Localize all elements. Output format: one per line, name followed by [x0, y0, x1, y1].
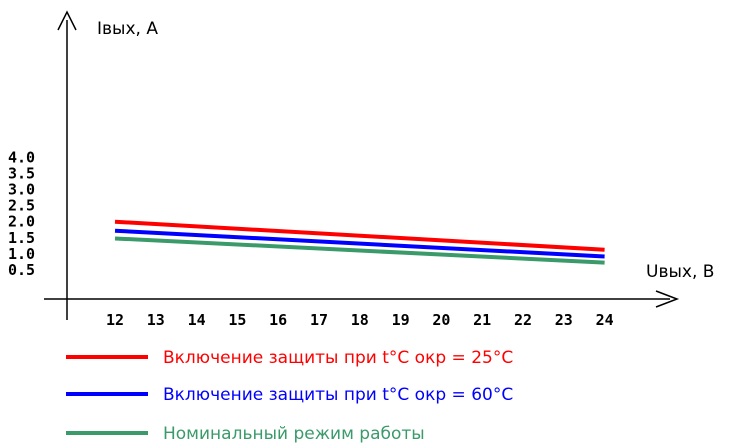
series-line-2 [114, 228, 605, 259]
x-tick-label: 21 [473, 311, 491, 329]
x-tick-label: 22 [514, 311, 532, 329]
series-line-3 [114, 236, 605, 265]
x-tick-label: 13 [147, 311, 165, 329]
x-axis-label: Uвых, В [646, 262, 714, 282]
legend: Включение защиты при t°C окр = 25°C Включ… [66, 348, 513, 443]
x-tick-label: 17 [310, 311, 328, 329]
x-tick-label: 20 [432, 311, 450, 329]
y-tick-label: 1.5 [8, 229, 35, 247]
x-tick-label: 12 [106, 311, 124, 329]
y-tick-label: 3.0 [8, 181, 35, 199]
axes [44, 10, 680, 320]
x-tick-label: 18 [351, 311, 369, 329]
y-tick-labels: 0.51.01.52.02.53.03.54.0 [8, 148, 35, 279]
x-tick-label: 15 [228, 311, 246, 329]
y-tick-label: 3.5 [8, 164, 35, 182]
legend-label-3: Номинальный режим работы [163, 424, 425, 443]
y-axis-arrow [57, 10, 77, 31]
legend-label-2: Включение защиты при t°C окр = 60°C [163, 385, 513, 405]
y-tick-label: 1.0 [8, 245, 35, 263]
y-tick-label: 2.5 [8, 197, 35, 215]
x-tick-label: 19 [392, 311, 410, 329]
x-tick-label: 16 [269, 311, 287, 329]
x-tick-labels: 12 13 14 15 16 17 18 19 20 21 22 23 24 [106, 311, 614, 329]
y-tick-label: 2.0 [8, 213, 35, 231]
y-tick-label: 4.0 [8, 148, 35, 166]
x-tick-label: 14 [188, 311, 206, 329]
y-axis-label: Iвых, А [97, 19, 158, 39]
x-tick-label: 24 [596, 311, 614, 329]
series-line-1 [114, 219, 605, 252]
x-tick-label: 23 [555, 311, 573, 329]
y-tick-label: 0.5 [8, 261, 35, 279]
legend-label-1: Включение защиты при t°C окр = 25°C [163, 348, 513, 368]
x-axis-arrow [655, 290, 680, 308]
series-lines [114, 219, 605, 265]
